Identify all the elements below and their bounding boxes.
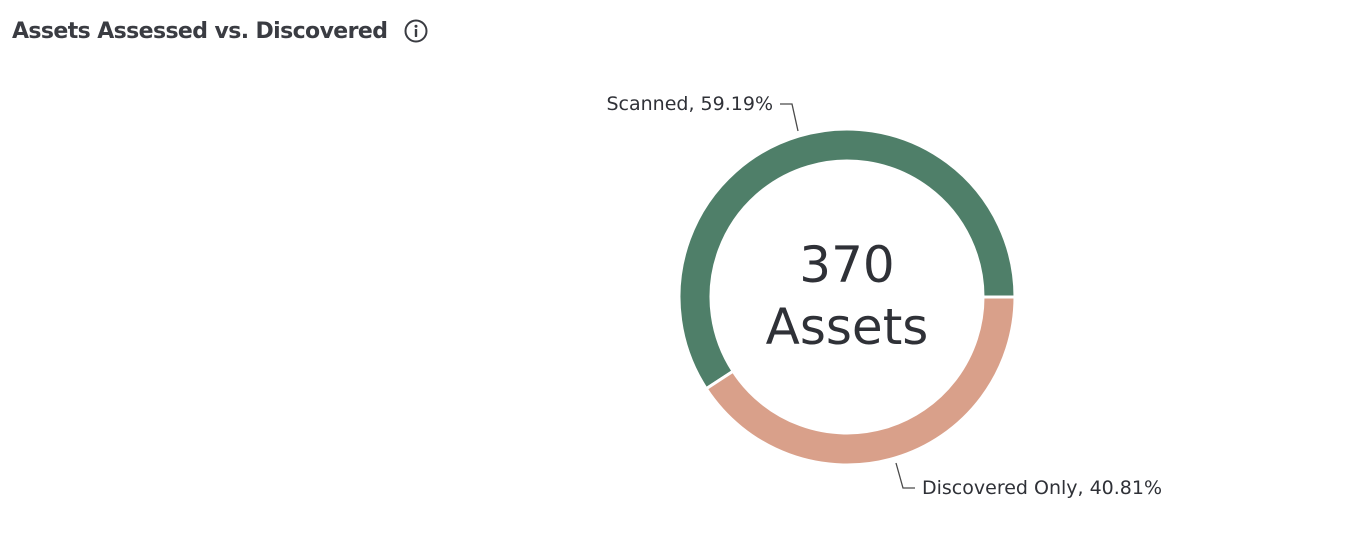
info-circle-icon[interactable] <box>403 18 429 44</box>
center-label: Assets <box>766 298 929 356</box>
widget-title: Assets Assessed vs. Discovered <box>12 18 388 44</box>
labels-layer: Scanned, 59.19% Discovered Only, 40.81% <box>606 93 1162 499</box>
slice-scanned[interactable] <box>677 127 1017 391</box>
slice-discovered-only[interactable] <box>704 295 1017 467</box>
slice-label: Scanned, 59.19% <box>606 93 773 115</box>
center-value: 370 <box>799 236 894 294</box>
widget-header: Assets Assessed vs. Discovered <box>12 14 429 48</box>
leader-line <box>780 103 799 132</box>
slices-layer <box>677 127 1017 467</box>
slice-label: Discovered Only, 40.81% <box>922 477 1162 499</box>
slice-label-group: Discovered Only, 40.81% <box>895 462 1162 499</box>
slice-label-group: Scanned, 59.19% <box>606 93 799 132</box>
leader-line <box>895 462 915 489</box>
